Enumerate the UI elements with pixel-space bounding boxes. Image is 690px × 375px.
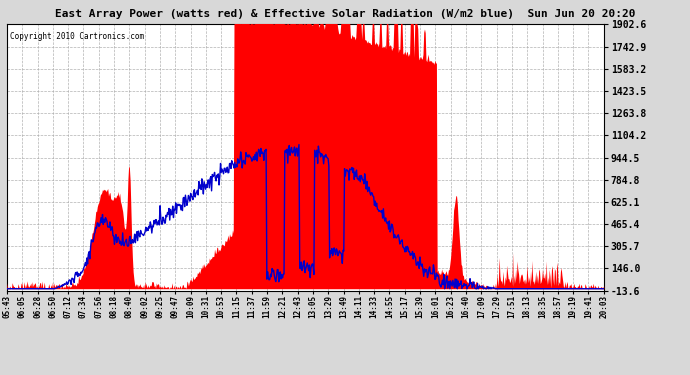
Text: Copyright 2010 Cartronics.com: Copyright 2010 Cartronics.com: [10, 32, 144, 41]
Text: East Array Power (watts red) & Effective Solar Radiation (W/m2 blue)  Sun Jun 20: East Array Power (watts red) & Effective…: [55, 9, 635, 20]
